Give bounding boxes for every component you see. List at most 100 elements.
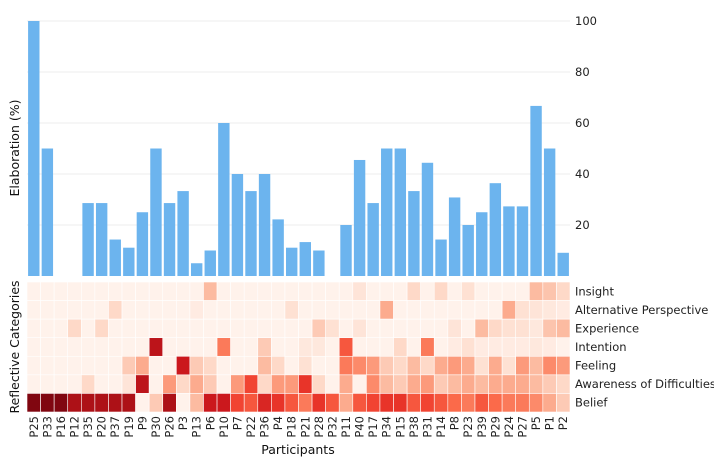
- heat-cell-alternative-perspective-P12: [67, 300, 82, 320]
- heat-cell-belief-P24: [501, 393, 516, 413]
- bar-P26: [163, 203, 176, 276]
- heat-cell-experience-P17: [366, 318, 381, 339]
- heat-cell-insight-P32: [325, 281, 340, 301]
- heat-cell-experience-P27: [515, 318, 530, 339]
- heat-cell-alternative-perspective-P26: [162, 300, 177, 320]
- heat-cell-intention-P15: [393, 337, 408, 357]
- heatmap-column-labels: P25 P33 P16 P12 P35 P20 P37 P19 P9 P30 P26 P3 P13 P6 P…: [27, 416, 570, 438]
- heat-cell-feeling-P28: [311, 355, 326, 376]
- heatmap-column-label: P24: [502, 416, 516, 438]
- heat-cell-feeling-P23: [461, 355, 476, 376]
- heat-cell-awareness-of-difficulties-P3: [176, 374, 191, 394]
- heat-cell-experience-P1: [542, 318, 557, 339]
- heat-cell-awareness-of-difficulties-P24: [501, 374, 516, 394]
- heat-cell-experience-P4: [271, 318, 286, 339]
- bar-P10: [218, 123, 230, 276]
- heat-cell-insight-P34: [379, 281, 394, 301]
- heat-cell-intention-P38: [406, 337, 421, 357]
- heat-cell-intention-P21: [298, 337, 313, 357]
- heat-cell-insight-P21: [298, 281, 313, 301]
- heatmap-column-label: P12: [68, 416, 82, 438]
- heat-cell-alternative-perspective-P16: [53, 300, 69, 320]
- heat-cell-belief-P19: [121, 393, 136, 413]
- heatmap-column-label: P10: [217, 416, 231, 438]
- heatmap-x-axis-label: Participants: [261, 442, 334, 457]
- heat-cell-alternative-perspective-P15: [393, 300, 408, 320]
- heatmap-column-label: P2: [556, 416, 570, 430]
- bar-P14: [435, 239, 447, 276]
- heat-cell-feeling-P18: [284, 355, 299, 376]
- heat-cell-awareness-of-difficulties-P34: [379, 374, 394, 394]
- bar-y-tick-label: 100: [575, 14, 597, 28]
- bar-P19: [123, 247, 135, 276]
- heatmap-column-label: P13: [190, 416, 204, 438]
- heat-cell-intention-P35: [81, 337, 96, 357]
- heat-cell-alternative-perspective-P17: [366, 300, 381, 320]
- heat-cell-experience-P10: [216, 318, 231, 339]
- heat-cell-alternative-perspective-P5: [528, 300, 544, 320]
- heat-cell-belief-P30: [148, 393, 164, 413]
- heat-cell-awareness-of-difficulties-P20: [94, 374, 109, 394]
- heatmap-column-label: P1: [543, 416, 557, 430]
- heat-cell-belief-P9: [135, 393, 150, 413]
- heat-cell-belief-P37: [108, 393, 123, 413]
- heat-cell-insight-P2: [556, 281, 571, 301]
- heat-cell-awareness-of-difficulties-P37: [108, 374, 123, 394]
- heat-cell-feeling-P10: [216, 355, 231, 376]
- heatmap-column-label: P11: [339, 416, 353, 438]
- heat-cell-alternative-perspective-P29: [488, 300, 503, 320]
- heat-cell-alternative-perspective-P36: [257, 300, 272, 320]
- bar-P39: [476, 212, 488, 276]
- heat-cell-belief-P21: [298, 393, 313, 413]
- heat-cell-awareness-of-difficulties-P36: [257, 374, 272, 394]
- heat-cell-insight-P23: [461, 281, 476, 301]
- bar-P4: [272, 219, 284, 276]
- bar-P8: [448, 197, 461, 276]
- heat-cell-intention-P19: [121, 337, 136, 357]
- heat-cell-awareness-of-difficulties-P35: [81, 374, 96, 394]
- bar-P35: [82, 203, 94, 276]
- heat-cell-feeling-P4: [271, 355, 286, 376]
- bar-P33: [41, 148, 54, 276]
- heat-cell-experience-P28: [311, 318, 326, 339]
- heatmap-column-label: P8: [448, 416, 462, 430]
- heat-cell-insight-P17: [366, 281, 381, 301]
- heat-cell-belief-P20: [94, 393, 109, 413]
- bar-P11: [340, 225, 352, 276]
- heat-cell-experience-P18: [284, 318, 299, 339]
- heat-cell-intention-P18: [284, 337, 299, 357]
- heatmap-column-label: P23: [461, 416, 475, 438]
- heat-cell-awareness-of-difficulties-P26: [162, 374, 177, 394]
- heat-cell-intention-P36: [257, 337, 272, 357]
- heat-cell-feeling-P15: [393, 355, 408, 376]
- heat-cell-experience-P24: [501, 318, 516, 339]
- heat-cell-awareness-of-difficulties-P33: [40, 374, 55, 394]
- heat-cell-feeling-P9: [135, 355, 150, 376]
- heatmap-row-label: Alternative Perspective: [575, 303, 708, 317]
- heat-cell-intention-P26: [162, 337, 177, 357]
- heat-cell-feeling-P38: [406, 355, 421, 376]
- heat-cell-belief-P39: [474, 393, 489, 413]
- heat-cell-experience-P9: [135, 318, 150, 339]
- heat-cell-insight-P26: [162, 281, 177, 301]
- heat-cell-awareness-of-difficulties-P12: [67, 374, 82, 394]
- heat-cell-alternative-perspective-P14: [433, 300, 449, 320]
- heatmap-column-label: P6: [203, 416, 217, 430]
- heat-cell-experience-P23: [461, 318, 476, 339]
- heat-cell-belief-P34: [379, 393, 394, 413]
- heat-cell-belief-P8: [447, 393, 462, 413]
- heat-cell-intention-P14: [433, 337, 449, 357]
- heat-cell-insight-P19: [121, 281, 136, 301]
- heat-cell-experience-P26: [162, 318, 177, 339]
- bar-P29: [489, 183, 502, 276]
- heat-cell-alternative-perspective-P10: [216, 300, 231, 320]
- heat-cell-awareness-of-difficulties-P9: [135, 374, 150, 394]
- heat-cell-intention-P39: [474, 337, 489, 357]
- heatmap-row-labels: Insight Alternative Perspective Experience…: [575, 284, 714, 409]
- heat-cell-intention-P28: [311, 337, 326, 357]
- heatmap-column-label: P39: [475, 416, 489, 438]
- heatmap-column-label: P40: [353, 416, 367, 438]
- heat-cell-insight-P4: [271, 281, 286, 301]
- heatmap-column-label: P15: [393, 416, 407, 438]
- heat-cell-awareness-of-difficulties-P21: [298, 374, 313, 394]
